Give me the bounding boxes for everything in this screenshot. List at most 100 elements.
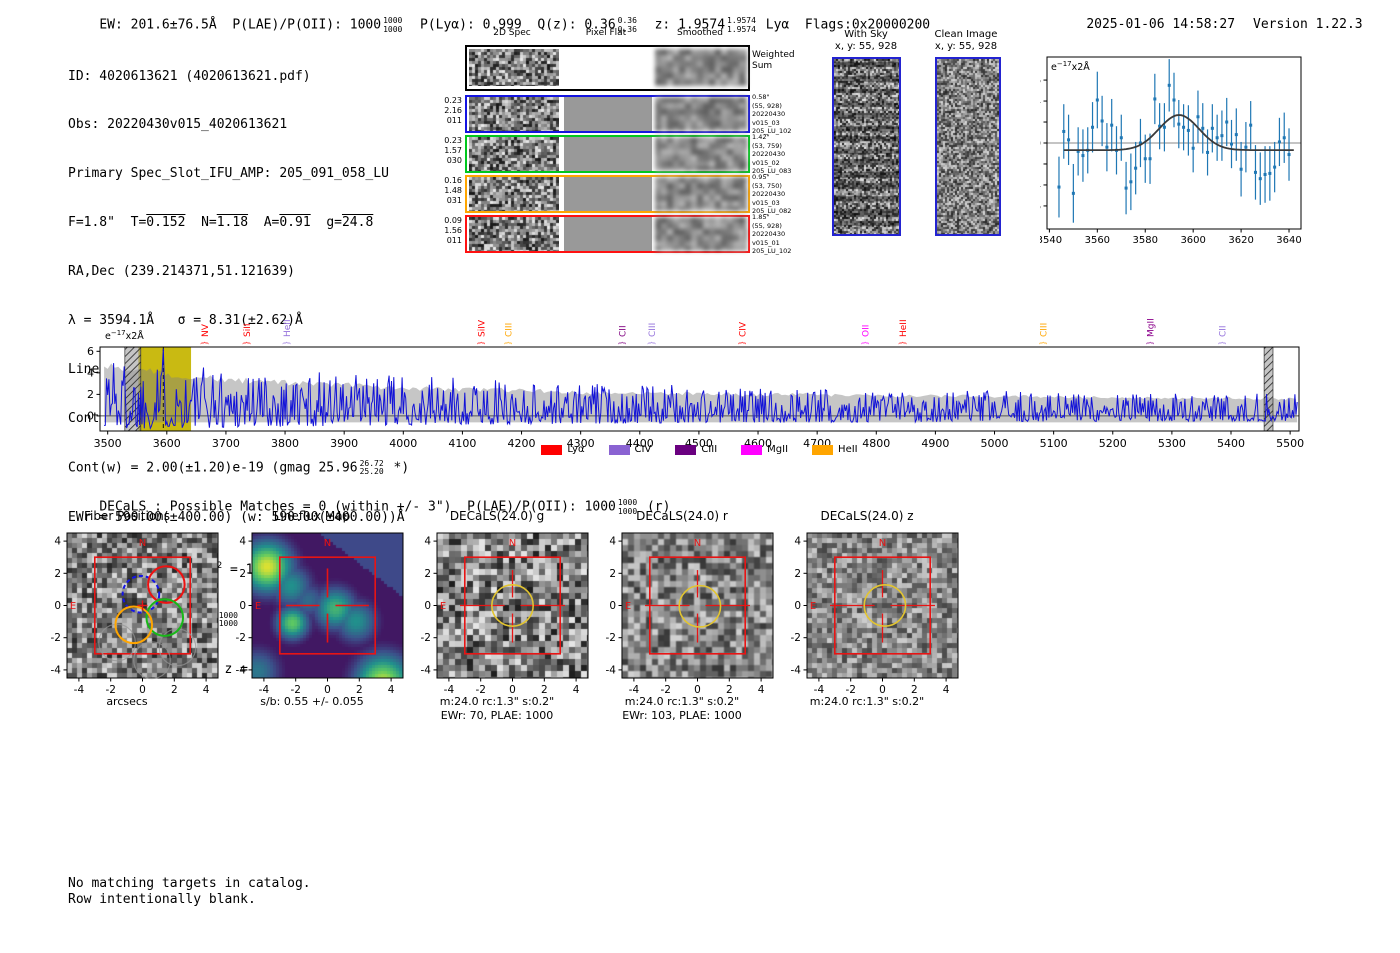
fiber3-smoothed-image	[655, 177, 747, 211]
emission-line-brace: {	[738, 341, 748, 345]
fiber-circle	[145, 598, 185, 637]
data-point	[1210, 126, 1214, 130]
data-point	[1124, 186, 1128, 190]
compass-north-label: N	[509, 538, 516, 549]
data-point	[1076, 149, 1080, 153]
fiber-row-4	[465, 215, 750, 253]
legend-swatch-lya	[541, 444, 563, 455]
legend-swatch-mgii	[741, 444, 763, 455]
y-tick-label: -2	[606, 632, 616, 644]
emission-line-label: CIII	[1040, 323, 1050, 337]
x-tick-label: 4	[203, 684, 210, 696]
decals-r-overlay: -4 -4 -2 -2 0 0 2 2 4 4 N E	[606, 532, 774, 696]
y-tick-label: 4	[87, 366, 94, 379]
y-tick-label: 4	[794, 536, 801, 548]
data-point	[1067, 138, 1071, 142]
col-header-pixelflat: Pixel Flat	[585, 28, 627, 38]
x-tick-label: 2	[171, 684, 178, 696]
data-point	[1167, 83, 1171, 87]
x-tick-label: 2	[541, 684, 548, 696]
aperture-circle	[863, 584, 907, 627]
weighted-smoothed-image	[655, 49, 747, 86]
weighted-sum-label: Weighted Sum	[752, 50, 795, 71]
data-point	[1057, 185, 1061, 189]
info-cont-w: Cont(w) = 2.00(±1.20)e-19 (gmag 25.96 26.…	[68, 458, 410, 477]
gmag-uncertainty: 26.72 25.20	[359, 458, 384, 477]
y-tick-label: 4	[1040, 97, 1041, 108]
x-tick-label: 3900	[330, 437, 358, 450]
cutout-decals-z: DECaLS(24.0) z -4 -4 -2 -2 0 0 2 2 4 4 N E m:24.0 r…	[772, 503, 962, 728]
emission-line-label: CIII	[648, 323, 658, 337]
cutout-title: Fiber Positions	[83, 509, 171, 523]
fiber-row-1	[465, 95, 750, 133]
header-plya-qz: P(Lyα): 0.999 Q(z): 0.36	[404, 17, 616, 33]
data-point	[1220, 134, 1224, 138]
compass-north-label: N	[694, 538, 701, 549]
x-tick-label: 4100	[448, 437, 476, 450]
fiber3-weights: 0.16 1.48 031	[444, 176, 462, 205]
y-tick-label: 6	[1040, 76, 1041, 87]
decals-g-overlay: -4 -4 -2 -2 0 0 2 2 4 4 N E	[421, 532, 589, 696]
x-tick-label: 4400	[626, 437, 654, 450]
y-tick-label: 0	[794, 600, 801, 612]
y-tick-label: -2	[791, 632, 801, 644]
y-tick-label: 0	[54, 600, 61, 612]
y-tick-label: 6	[87, 345, 94, 358]
cutout-border	[806, 532, 959, 679]
fiber1-smoothed-image	[655, 97, 747, 131]
data-point	[1062, 129, 1066, 133]
col-header-2dspec: 2D Spec	[493, 28, 531, 38]
data-point	[1091, 125, 1095, 129]
fiber1-weights: 0.23 2.16 011	[444, 96, 462, 125]
fiber1-2dspec-image	[469, 97, 559, 131]
emission-line-label: HeII	[899, 319, 909, 337]
data-point	[1196, 115, 1200, 119]
footer-line-1: No matching targets in catalog.	[68, 876, 311, 891]
header-datetime-version: 2025-01-06 14:58:27 Version 1.22.3	[1055, 2, 1362, 47]
legend-item-heii: HeII	[812, 444, 858, 455]
data-point	[1119, 136, 1123, 140]
x-tick-label: 3560	[1085, 235, 1110, 246]
catalog-match-line: DECaLS : Possible Matches = 0 (within +/…	[99, 498, 671, 516]
cutout-border	[251, 532, 404, 679]
plae-uncertainty-2: 1000 1000	[218, 610, 238, 629]
emission-line-label: HeII	[283, 319, 293, 337]
x-tick-label: -4	[74, 684, 85, 696]
emission-line-brace: {	[1039, 341, 1049, 345]
data-point	[1186, 128, 1190, 132]
z-uncertainty: 1.9574 1.9574	[727, 16, 756, 34]
cutout-title: DECaLS(24.0) g	[449, 509, 545, 523]
emission-line-label: MgII	[1147, 318, 1157, 337]
emission-line-brace: {	[898, 341, 908, 345]
fiber-row-2	[465, 135, 750, 173]
extraction-box	[278, 556, 377, 655]
emission-line-brace: {	[1218, 341, 1228, 345]
x-tick-label: 5100	[1040, 437, 1068, 450]
x-tick-label: 5400	[1217, 437, 1245, 450]
cutout-border	[436, 532, 589, 679]
data-point	[1158, 124, 1162, 128]
x-tick-label: 2	[726, 684, 733, 696]
report-header-line: EW: 201.6±76.5Å P(LAE)/P(OII): 1000 1000 1…	[68, 2, 930, 49]
neighbor-fiber-circle	[133, 641, 171, 680]
neighbor-fiber-circle	[158, 628, 197, 667]
clean-stamp	[935, 57, 1001, 236]
x-tick-label: -4	[814, 684, 825, 696]
x-tick-label: 4900	[921, 437, 949, 450]
emission-line-label: CII	[619, 325, 629, 337]
fiber2-meta: 1.42" (53, 759) 20220430 v015_02 205_LU_083	[752, 133, 792, 176]
compass-north-label: N	[879, 538, 886, 549]
data-point	[1129, 180, 1133, 184]
compass-north-label: N	[139, 538, 146, 549]
emission-line-label: CIV	[739, 321, 749, 337]
noise-envelope	[104, 363, 1298, 423]
emission-line-brace: {	[242, 341, 252, 345]
inset-errorbar-series	[1057, 59, 1291, 223]
y-tick-label: -6	[1040, 201, 1041, 212]
x-tick-label: 0	[324, 684, 331, 696]
x-tick-label: -2	[660, 684, 670, 696]
legend-item-lya: Lyα	[541, 444, 585, 455]
cutout-xlabel: m:24.0 rc:1.3" s:0.2"	[439, 695, 555, 708]
weighted-2dspec-image	[469, 49, 559, 86]
fiber1-pixelflat-image	[564, 97, 652, 131]
